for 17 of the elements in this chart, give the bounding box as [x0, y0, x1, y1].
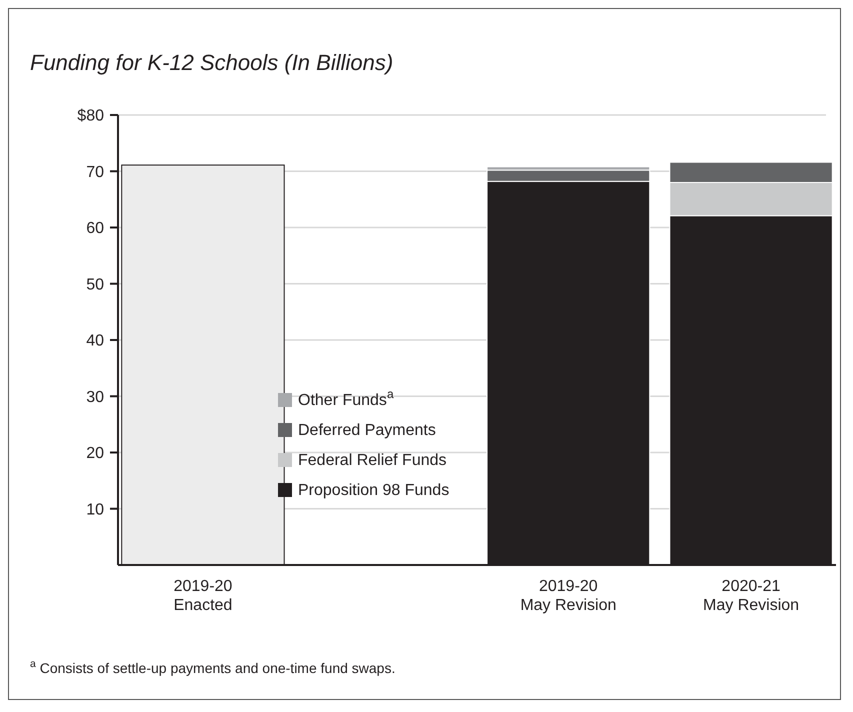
text: $^{a}$ Consists of settle-up payments and one-time fund swaps.	[30, 658, 396, 676]
x-tick-label: 2019-20 Enacted	[174, 578, 232, 614]
y-tick-label: 30	[86, 388, 104, 406]
y-tick-label: 70	[86, 164, 104, 181]
legend-label: Deferred Payments	[298, 422, 436, 439]
legend-label: Other Funds$^{a}$	[298, 387, 394, 409]
legend-label: Federal Relief Funds	[298, 452, 447, 469]
y-tick-label: 60	[86, 220, 104, 238]
x-tick-label: 2020-21 May Revision	[703, 578, 800, 614]
y-tick-label: 10	[86, 501, 104, 518]
chart-title: Funding for K-12 Schools (In Billions)	[30, 50, 394, 75]
y-tick-label: 20	[86, 445, 104, 462]
y-tick-label: 50	[86, 276, 104, 294]
y-tick-label: $80	[77, 108, 104, 125]
legend-label: Proposition 98 Funds	[298, 482, 450, 499]
y-tick-label: 40	[86, 332, 104, 350]
x-tick-label: 2019-20 May Revision	[520, 578, 616, 614]
